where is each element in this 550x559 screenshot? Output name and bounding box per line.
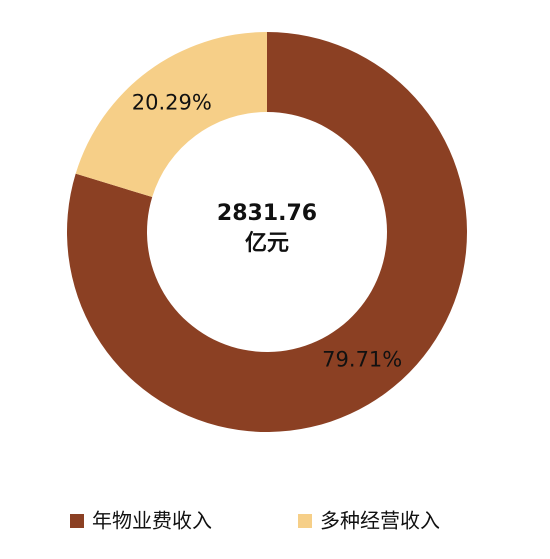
- legend-swatch: [70, 514, 84, 528]
- legend-label: 年物业费收入: [92, 509, 212, 533]
- value-label: 20.29%: [132, 90, 212, 114]
- donut-slice: [67, 32, 467, 432]
- legend-swatch: [298, 514, 312, 528]
- donut-slice: [75, 32, 267, 198]
- center-value: 2831.76: [217, 201, 317, 226]
- value-label: 79.71%: [322, 348, 402, 372]
- center-unit: 亿元: [245, 231, 289, 256]
- legend-label: 多种经营收入: [320, 509, 440, 533]
